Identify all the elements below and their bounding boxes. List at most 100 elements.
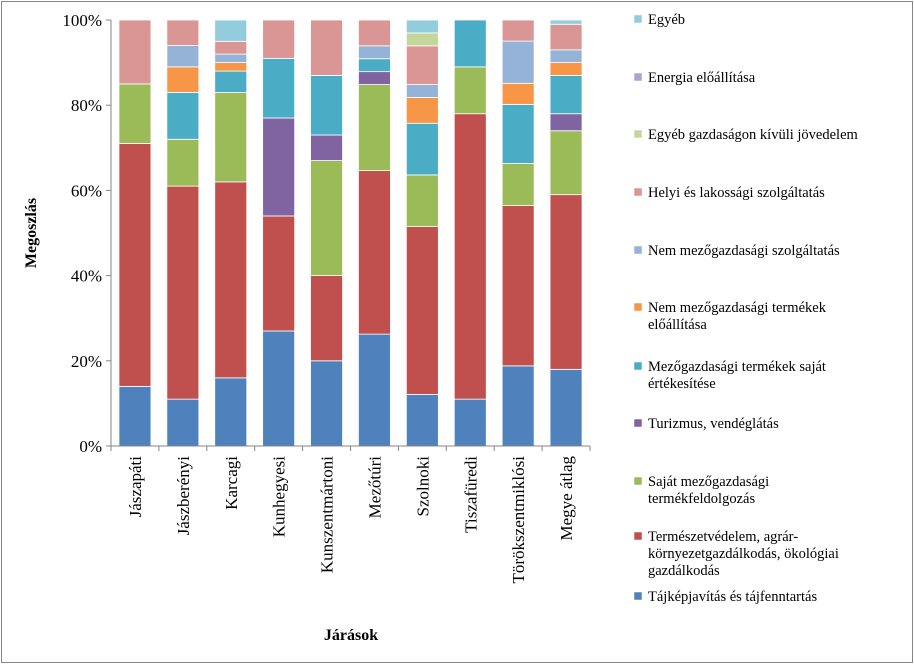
bar-segment-6-7 xyxy=(358,45,391,60)
legend: Egyéb Energia előállítása Egyéb gazdaságon… xyxy=(633,12,859,605)
legend-swatch xyxy=(633,129,643,139)
legend-label: gazdálkodás xyxy=(648,563,720,579)
legend-label: értékesítése xyxy=(648,376,716,392)
bar-segment-7-7 xyxy=(405,84,439,98)
bar-segment-2-8 xyxy=(166,19,200,46)
legend-swatch xyxy=(633,14,643,24)
bar-segment-8-2 xyxy=(453,113,487,400)
x-tick-label: Karcagi xyxy=(222,456,241,510)
bar-segment-4-2 xyxy=(262,215,296,332)
bar-segment-6-5 xyxy=(358,58,391,73)
bar-segment-6-1 xyxy=(358,333,391,447)
legend-label: Saját mezőgazdasági xyxy=(648,474,769,490)
legend-swatch xyxy=(633,531,643,541)
bars-group xyxy=(118,19,583,447)
bar-segment-8-1 xyxy=(453,398,487,447)
bar-segment-5-1 xyxy=(310,360,343,447)
x-axis-title: Járások xyxy=(324,627,378,644)
legend-swatch xyxy=(633,418,643,428)
y-tick-label: 0% xyxy=(79,437,102,456)
bar-segment-10-2 xyxy=(549,194,583,370)
legend-label: Természetvédelem, agrár- xyxy=(648,529,798,545)
bar-segment-3-5 xyxy=(214,70,248,93)
x-tick-label: Kunhegyesi xyxy=(270,456,289,537)
bar-segment-4-4 xyxy=(262,117,296,217)
bar-segment-3-1 xyxy=(214,377,248,447)
legend-label: Energia előállítása xyxy=(648,70,756,86)
bar-segment-7-2 xyxy=(405,226,439,395)
legend-label: környezetgazdálkodás, ökológiai xyxy=(648,546,839,562)
x-tick-label: Jászberényi xyxy=(174,456,193,536)
x-tick-label: Szolnoki xyxy=(413,456,432,517)
legend-label: Nem mezőgazdasági szolgáltatás xyxy=(648,243,840,259)
bar-segment-4-1 xyxy=(262,330,296,447)
y-axis-title: Megoszlás xyxy=(23,198,40,268)
legend-swatch xyxy=(633,591,643,601)
bar-segment-9-8 xyxy=(501,19,535,42)
legend-label: Egyéb gazdaságon kívüli jövedelem xyxy=(648,127,859,143)
legend-swatch xyxy=(633,187,643,197)
y-tick-label: 100% xyxy=(62,11,102,30)
bar-segment-2-2 xyxy=(166,185,200,400)
bar-segment-3-11 xyxy=(214,19,248,42)
bar-segment-6-2 xyxy=(358,170,391,335)
bar-segment-6-3 xyxy=(358,84,391,172)
legend-label: Nem mezőgazdasági termékek xyxy=(648,300,827,316)
x-tick-label: Tiszafüredi xyxy=(461,456,480,533)
bar-segment-1-1 xyxy=(118,385,152,447)
bar-segment-9-3 xyxy=(501,163,535,206)
bar-segment-5-2 xyxy=(310,275,343,362)
x-tick-label: Megye átlag xyxy=(557,456,576,541)
bar-segment-7-6 xyxy=(405,97,439,124)
legend-label: Egyéb xyxy=(648,12,685,28)
bar-segment-3-8 xyxy=(214,40,248,55)
bar-segment-10-6 xyxy=(549,62,583,76)
axes-group: 0% 20% 40% 60% 80% 100% Jászapáti Jászberényi Ka… xyxy=(62,11,591,584)
legend-swatch xyxy=(633,476,643,486)
bar-segment-1-8 xyxy=(118,19,152,85)
bar-segment-10-3 xyxy=(549,130,583,196)
bar-segment-5-3 xyxy=(310,160,343,276)
bar-segment-10-8 xyxy=(549,23,583,51)
bar-segment-4-8 xyxy=(262,19,296,59)
bar-segment-3-7 xyxy=(214,53,248,64)
bar-segment-7-9 xyxy=(405,32,439,47)
bar-segment-9-2 xyxy=(501,205,535,367)
legend-label: Turizmus, vendéglátás xyxy=(648,416,779,432)
bar-segment-6-8 xyxy=(358,19,391,47)
bar-segment-3-6 xyxy=(214,62,248,72)
bar-segment-2-6 xyxy=(166,66,200,93)
bar-segment-9-1 xyxy=(501,365,535,447)
legend-label: Mezőgazdasági termékek saját xyxy=(648,359,826,375)
legend-label: Tájképjavítás és tájfenntartás xyxy=(648,589,817,605)
legend-swatch xyxy=(633,72,643,82)
bar-segment-2-3 xyxy=(166,138,200,187)
bar-segment-10-11 xyxy=(549,19,583,25)
bar-segment-2-5 xyxy=(166,92,200,140)
bar-segment-8-3 xyxy=(453,66,487,115)
bar-segment-7-8 xyxy=(405,45,439,85)
bar-segment-10-4 xyxy=(549,113,583,132)
bar-segment-7-1 xyxy=(405,393,439,447)
x-tick-label: Jászapáti xyxy=(126,456,145,518)
bar-segment-9-7 xyxy=(501,40,535,84)
legend-label: termékfeldolgozás xyxy=(648,491,755,507)
bar-segment-7-5 xyxy=(405,122,439,176)
bar-segment-9-5 xyxy=(501,103,535,164)
y-tick-label: 80% xyxy=(71,96,102,115)
bar-segment-1-2 xyxy=(118,143,152,387)
y-tick-label: 20% xyxy=(71,352,102,371)
x-tick-label: Mezőtúri xyxy=(365,456,384,519)
y-tick-label: 40% xyxy=(71,267,102,286)
x-tick-label: Kunszentmártoni xyxy=(318,456,337,573)
bar-segment-10-5 xyxy=(549,74,583,115)
legend-swatch xyxy=(633,245,643,255)
bar-segment-7-3 xyxy=(405,174,439,227)
bar-segment-1-3 xyxy=(118,83,152,144)
bar-segment-4-5 xyxy=(262,57,296,119)
bar-segment-5-4 xyxy=(310,134,343,161)
x-tick-label: Törökszentmiklósi xyxy=(509,456,528,584)
legend-swatch xyxy=(633,302,643,312)
bar-segment-5-8 xyxy=(310,19,343,76)
